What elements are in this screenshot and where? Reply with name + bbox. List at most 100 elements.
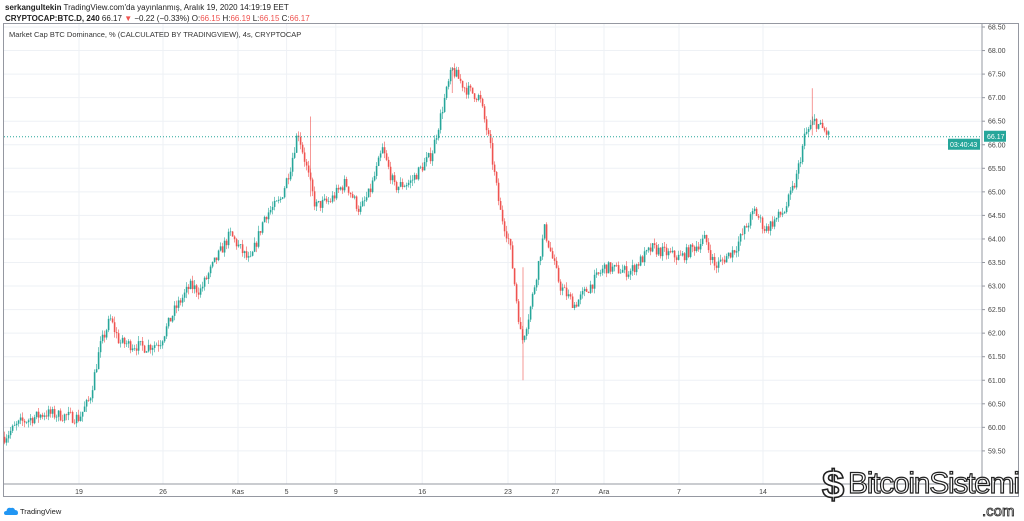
candle-body	[289, 171, 292, 180]
candle-body	[435, 138, 438, 140]
high-value: 66.19	[230, 14, 251, 23]
candle-body	[367, 188, 370, 198]
candle-body	[633, 265, 636, 273]
candle-body	[677, 254, 680, 260]
candle-body	[63, 414, 66, 421]
bitcoinsistemi-watermark: $ BitcoinSistemi .com	[821, 462, 1020, 520]
candle-body	[443, 97, 446, 112]
candle-body	[587, 291, 590, 293]
candle-body	[285, 178, 288, 189]
candle-body	[179, 300, 182, 303]
candle-body	[365, 197, 368, 201]
candle-body	[543, 224, 546, 239]
candle-body	[317, 201, 320, 202]
candle-body	[707, 242, 710, 251]
x-tick-label: 16	[418, 489, 426, 496]
candle-body	[601, 268, 604, 273]
chart-frame[interactable]	[3, 23, 1019, 497]
candle-body	[321, 199, 324, 208]
candle-body	[593, 274, 596, 289]
candle-body	[329, 201, 332, 202]
candle-body	[247, 256, 250, 258]
candle-body	[825, 130, 828, 135]
candle-body	[175, 305, 178, 308]
candle-body	[777, 211, 780, 218]
candle-body	[67, 411, 70, 416]
candle-body	[749, 214, 752, 226]
candle-body	[475, 99, 478, 101]
candle-body	[209, 266, 212, 274]
candle-body	[375, 165, 378, 176]
candle-body	[673, 250, 676, 258]
candle-body	[33, 417, 36, 424]
y-tick-label: 66.00	[988, 142, 1006, 149]
candle-body	[755, 208, 758, 216]
candle-body	[393, 175, 396, 182]
candle-body	[637, 264, 640, 266]
candle-body	[331, 195, 334, 202]
candle-body	[281, 197, 284, 199]
candle-body	[217, 250, 220, 261]
candle-body	[257, 231, 260, 247]
candle-body	[489, 134, 492, 144]
candle-body	[495, 171, 498, 183]
candle-body	[95, 369, 98, 373]
candle-body	[511, 245, 514, 269]
candle-body	[359, 206, 362, 212]
candle-body	[741, 234, 744, 235]
candle-body	[27, 420, 30, 423]
candle-body	[153, 345, 156, 348]
candle-body	[145, 351, 148, 353]
candle-body	[645, 250, 648, 252]
candle-body	[487, 130, 490, 135]
svg-text:$: $	[822, 463, 844, 507]
candle-body	[73, 422, 76, 424]
candle-body	[773, 219, 776, 227]
candle-body	[439, 113, 442, 130]
candle-body	[353, 196, 356, 198]
candle-body	[827, 131, 830, 135]
candle-body	[9, 430, 12, 436]
candle-body	[659, 247, 662, 257]
candle-body	[793, 185, 796, 188]
candle-body	[567, 294, 570, 297]
y-tick-label: 60.50	[988, 401, 1006, 408]
candle-body	[819, 122, 822, 125]
candle-body	[723, 259, 726, 263]
candle-body	[821, 122, 824, 129]
candle-body	[615, 264, 618, 266]
candle-body	[237, 244, 240, 247]
candle-body	[501, 209, 504, 222]
tradingview-logo[interactable]: TradingView	[4, 507, 61, 516]
candle-body	[403, 186, 406, 188]
candle-body	[457, 69, 460, 79]
candle-body	[783, 212, 786, 214]
candle-body	[569, 294, 572, 297]
series-legend: Market Cap BTC Dominance, % (CALCULATED …	[9, 30, 302, 39]
candle-body	[463, 87, 466, 89]
candle-body	[347, 186, 350, 193]
y-tick-label: 66.50	[988, 119, 1006, 126]
candle-body	[151, 347, 154, 350]
candle-body	[575, 304, 578, 307]
y-tick-label: 67.00	[988, 95, 1006, 102]
candle-body	[239, 244, 242, 245]
candle-body	[399, 182, 402, 187]
candle-body	[55, 416, 58, 418]
candle-body	[747, 225, 750, 228]
candle-body	[101, 334, 104, 342]
x-tick-label: 5	[285, 489, 289, 496]
low-value: 66.15	[259, 14, 280, 23]
countdown-label: 03:40:43	[950, 142, 977, 149]
candle-body	[813, 118, 816, 122]
candle-body	[339, 187, 342, 190]
y-tick-label: 60.00	[988, 425, 1006, 432]
candle-body	[441, 111, 444, 114]
candle-body	[481, 98, 484, 107]
candle-body	[157, 344, 160, 347]
candle-body	[299, 137, 302, 145]
y-tick-label: 61.00	[988, 378, 1006, 385]
candle-body	[805, 131, 808, 134]
candle-body	[591, 284, 594, 289]
